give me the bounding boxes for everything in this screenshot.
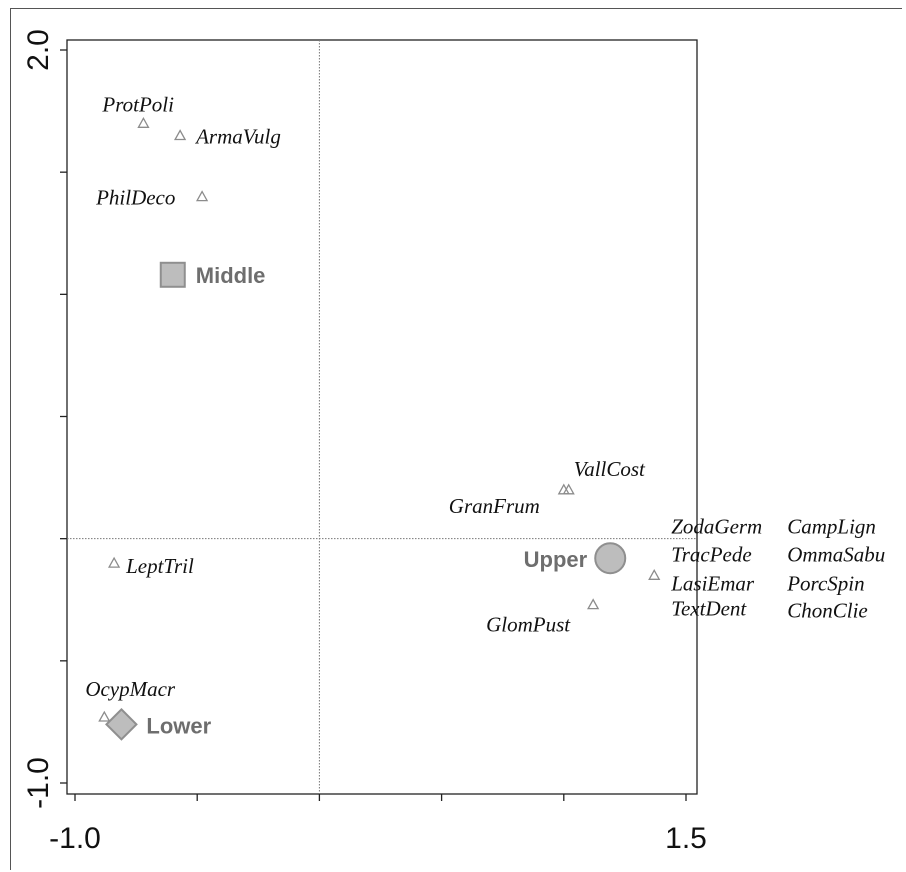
group-centroids: Middle Upper Lower (105, 261, 627, 741)
species-label-chonclie: ChonClie (787, 598, 868, 622)
species-label-porcspin: PorcSpin (786, 571, 864, 595)
triangle-marker-phildeco (195, 190, 209, 202)
species-label-lasiemar: LasiEmar (670, 571, 755, 595)
triangle-marker-zodagerm (648, 568, 661, 580)
triangle-marker-glompust (587, 598, 600, 610)
species-label-camplign: CampLign (787, 514, 876, 538)
middle-square-marker (159, 261, 186, 288)
axis-tick-labels: -1.0 1.5 2.0 -1.0 (22, 29, 707, 855)
species-label-granfrum: GranFrum (449, 494, 540, 518)
triangle-marker-granfrum (557, 483, 570, 495)
y-tick-label: 2.0 (22, 29, 55, 71)
x-tick-label: -1.0 (49, 822, 101, 855)
triangle-marker-armavulg (173, 129, 187, 141)
species-label-vallcost: VallCost (574, 457, 646, 481)
y-tick-label: -1.0 (22, 757, 55, 809)
triangle-marker-ocypmacr (98, 710, 111, 722)
species-label-ommasabu: OmmaSabu (787, 542, 885, 566)
group-label-upper: Upper (524, 547, 588, 572)
species-label-textdent: TextDent (671, 596, 747, 620)
species-label-lepttril: LeptTril (125, 554, 194, 578)
species-label-glompust: GlomPust (486, 613, 571, 637)
triangle-marker-protpoli (137, 116, 150, 128)
species-label-armavulg: ArmaVulg (194, 125, 281, 149)
species-label-phildeco: PhilDeco (95, 186, 175, 210)
page-border (10, 8, 902, 870)
species-label-tracpede: TracPede (671, 542, 751, 566)
species-label-ocypmacr: OcypMacr (85, 677, 176, 701)
species-label-protpoli: ProtPoli (101, 92, 174, 116)
axis-ticks (60, 49, 687, 801)
reference-lines (67, 40, 697, 794)
group-label-middle: Middle (196, 263, 266, 288)
group-label-lower: Lower (146, 713, 211, 738)
species-labels: ProtPoli ArmaVulg PhilDeco VallCost GranFrum… (85, 92, 885, 701)
species-label-zodagerm: ZodaGerm (671, 514, 762, 538)
species-markers (98, 116, 661, 722)
lower-diamond-marker (105, 707, 138, 741)
triangle-marker-lepttril (107, 556, 121, 568)
upper-circle-marker (594, 542, 627, 575)
x-tick-label: 1.5 (665, 822, 707, 855)
